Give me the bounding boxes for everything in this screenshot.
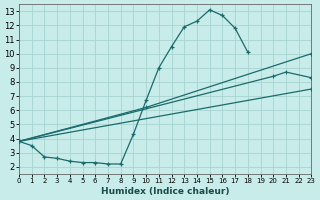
X-axis label: Humidex (Indice chaleur): Humidex (Indice chaleur) <box>101 187 229 196</box>
